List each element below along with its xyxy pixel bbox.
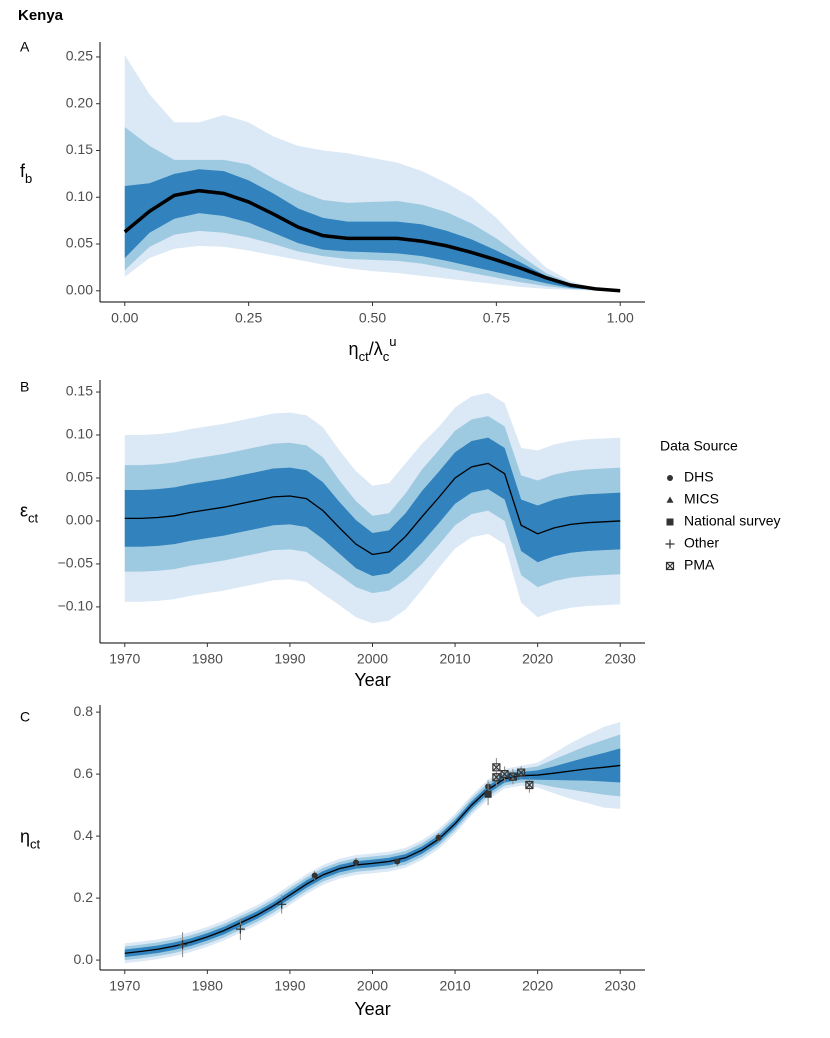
y-tick-label: 0.8 bbox=[74, 703, 94, 719]
label-part: c bbox=[383, 349, 390, 364]
y-axis-label: ηct bbox=[20, 826, 41, 851]
y-tick-label: −0.10 bbox=[58, 598, 94, 614]
point bbox=[517, 768, 526, 777]
point bbox=[492, 763, 501, 772]
label-part: ct bbox=[28, 510, 39, 525]
label-part: ε bbox=[20, 500, 28, 520]
y-tick-label: 0.20 bbox=[66, 94, 93, 110]
point bbox=[352, 859, 359, 866]
label-part: η bbox=[20, 826, 30, 846]
x-tick-label: 0.00 bbox=[111, 310, 138, 326]
figure-title: Kenya bbox=[18, 7, 64, 24]
y-tick-label: 0.25 bbox=[66, 48, 93, 64]
y-axis-label: εct bbox=[20, 500, 39, 525]
legend-marker bbox=[665, 539, 675, 549]
label-part: u bbox=[389, 334, 396, 349]
point bbox=[394, 858, 401, 865]
x-axis-label: ηct/λcu bbox=[349, 334, 397, 364]
legend-label: DHS bbox=[684, 469, 714, 485]
band bbox=[124, 722, 621, 964]
legend-label: Other bbox=[684, 535, 719, 551]
label-part: Year bbox=[354, 670, 390, 690]
label-part: ct bbox=[30, 836, 41, 851]
x-tick-label: 2020 bbox=[522, 651, 553, 667]
y-tick-label: 0.2 bbox=[74, 889, 94, 905]
x-tick-label: 1970 bbox=[109, 978, 140, 994]
x-tick-label: 0.50 bbox=[359, 310, 386, 326]
point bbox=[311, 872, 318, 879]
label-part: /λ bbox=[369, 339, 383, 359]
point bbox=[235, 924, 245, 934]
y-tick-label: 0.00 bbox=[66, 512, 93, 528]
point bbox=[525, 780, 534, 790]
x-tick-label: 2020 bbox=[522, 978, 553, 994]
point bbox=[492, 773, 501, 782]
x-tick-label: 2000 bbox=[357, 651, 388, 667]
band bbox=[124, 127, 621, 291]
y-tick-label: 0.6 bbox=[74, 765, 94, 781]
band bbox=[124, 734, 621, 961]
x-tick-label: 2030 bbox=[605, 978, 636, 994]
legend-marker bbox=[667, 475, 673, 481]
label-part: ct bbox=[359, 349, 370, 364]
legend-title: Data Source bbox=[660, 438, 738, 454]
panel-label: A bbox=[20, 39, 30, 55]
y-axis-label: fb bbox=[20, 161, 32, 186]
x-tick-label: 1980 bbox=[192, 651, 223, 667]
point bbox=[178, 940, 188, 950]
label-part: Year bbox=[354, 999, 390, 1019]
y-tick-label: 0.10 bbox=[66, 426, 93, 442]
legend-marker bbox=[665, 561, 675, 571]
legend-label: MICS bbox=[684, 491, 719, 507]
panel-label: B bbox=[20, 379, 29, 395]
legend-marker bbox=[666, 518, 674, 526]
x-tick-label: 1.00 bbox=[607, 310, 634, 326]
x-tick-label: 1990 bbox=[274, 978, 305, 994]
x-axis-label: Year bbox=[354, 670, 390, 690]
x-tick-label: 2000 bbox=[357, 978, 388, 994]
median-line bbox=[124, 764, 621, 954]
label-part: f bbox=[20, 161, 26, 181]
x-tick-label: 1970 bbox=[109, 651, 140, 667]
y-tick-label: 0.4 bbox=[74, 827, 94, 843]
label-part: b bbox=[25, 171, 32, 186]
y-tick-label: 0.00 bbox=[66, 281, 93, 297]
legend-label: PMA bbox=[684, 557, 715, 573]
point bbox=[484, 790, 492, 798]
y-tick-label: 0.10 bbox=[66, 188, 93, 204]
x-tick-label: 1980 bbox=[192, 978, 223, 994]
band bbox=[124, 437, 621, 576]
y-tick-label: 0.0 bbox=[74, 951, 94, 967]
y-tick-label: 0.05 bbox=[66, 469, 93, 485]
x-tick-label: 1990 bbox=[274, 651, 305, 667]
legend-marker bbox=[666, 496, 674, 503]
x-tick-label: 2030 bbox=[605, 651, 636, 667]
x-axis-label: Year bbox=[354, 999, 390, 1019]
label-part: η bbox=[349, 339, 359, 359]
x-tick-label: 0.25 bbox=[235, 310, 262, 326]
y-tick-label: −0.05 bbox=[58, 555, 94, 571]
y-tick-label: 0.05 bbox=[66, 235, 93, 251]
median-line bbox=[124, 462, 621, 556]
panel-label: C bbox=[20, 709, 30, 725]
point bbox=[508, 772, 517, 781]
y-tick-label: 0.15 bbox=[66, 141, 93, 157]
legend-label: National survey bbox=[684, 513, 781, 529]
median-line bbox=[123, 188, 621, 293]
band bbox=[124, 748, 621, 957]
point bbox=[500, 770, 509, 779]
point bbox=[435, 834, 442, 841]
y-tick-label: 0.15 bbox=[66, 383, 93, 399]
x-tick-label: 0.75 bbox=[483, 310, 510, 326]
x-tick-label: 2010 bbox=[439, 978, 470, 994]
x-tick-label: 2010 bbox=[439, 651, 470, 667]
point bbox=[277, 899, 287, 909]
